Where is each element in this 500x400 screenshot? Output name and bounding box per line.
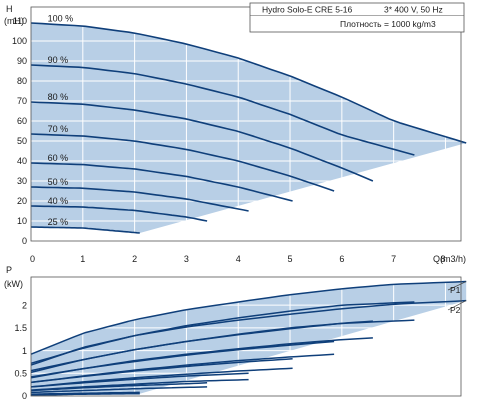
head-x-tick-label: 7 — [391, 254, 396, 264]
power-curve-p1-80pct — [30, 320, 373, 372]
legend-label-p2: P2 — [450, 305, 461, 315]
power-y-axis-name: P — [6, 265, 12, 275]
power-operating-area-fill — [31, 281, 467, 396]
power-curve-p2-25pct — [30, 392, 140, 396]
head-y-tick-label: 100 — [12, 36, 27, 46]
head-curve-80pct — [30, 101, 374, 182]
chart-title: Hydro Solo-E CRE 5-16 — [262, 5, 353, 15]
power-curve-p2-50pct — [30, 378, 249, 391]
head-x-tick-label: 8 — [440, 254, 445, 264]
power-plot-frame — [30, 276, 462, 397]
density-note: Плотность = 1000 kg/m3 — [340, 19, 436, 29]
legend-leader-p2 — [447, 300, 467, 311]
head-curve-label: 60 % — [48, 153, 69, 163]
power-curve-p1-25pct — [30, 391, 140, 395]
head-x-tick-labels: 0 1 2 3 4 5 6 7 8 — [30, 254, 445, 264]
head-curve-label: 100 % — [48, 13, 74, 23]
power-curve-p1-90pct — [30, 301, 415, 365]
power-curve-p1-70pct — [30, 340, 335, 378]
power-curve-p1-60pct — [30, 358, 293, 384]
power-y-axis-unit: (kW) — [4, 279, 23, 289]
chart-subtitle: 3* 400 V, 50 Hz — [384, 5, 443, 15]
head-y-tick-label: 0 — [22, 236, 27, 246]
head-curve-40pct — [30, 205, 208, 222]
head-y-tick-label: 50 — [17, 136, 27, 146]
head-x-tick-label: 2 — [132, 254, 137, 264]
info-box-frame — [249, 2, 465, 33]
head-curve-label: 40 % — [48, 196, 69, 206]
head-y-tick-label: 30 — [17, 176, 27, 186]
head-curves — [30, 22, 467, 234]
head-y-tick-label: 40 — [17, 156, 27, 166]
power-curve-p1-50pct — [30, 372, 249, 388]
head-x-tick-label: 5 — [288, 254, 293, 264]
power-curve-p2-60pct — [30, 367, 293, 388]
head-curve-60pct — [30, 162, 293, 202]
head-curve-label: 70 % — [48, 124, 69, 134]
head-x-tick-label: 3 — [184, 254, 189, 264]
head-y-tick-label: 110 — [13, 16, 27, 26]
power-y-tick-label: 1.5 — [14, 323, 27, 333]
head-curve-50pct — [30, 186, 249, 212]
head-y-tick-label: 10 — [17, 216, 27, 226]
power-chart: 0 0.5 1 1.5 2 P1 P2 P (kW) — [4, 265, 467, 400]
head-y-tick-label: 80 — [17, 76, 27, 86]
head-curve-100pct — [30, 22, 467, 144]
power-y-tick-label: 1 — [22, 346, 27, 356]
head-y-tick-label: 20 — [17, 196, 27, 206]
head-curve-label: 50 % — [48, 177, 69, 187]
head-plot-frame — [30, 6, 462, 242]
power-y-tick-label: 0.5 — [14, 368, 27, 378]
head-y-tick-label: 60 — [17, 116, 27, 126]
power-operating-area — [31, 281, 467, 396]
head-curve-label: 25 % — [48, 217, 69, 227]
chart-info-box: Hydro Solo-E CRE 5-16 3* 400 V, 50 Hz Пл… — [249, 2, 465, 33]
head-y-axis-unit: (mH) — [4, 16, 24, 26]
head-y-tick-label: 70 — [17, 96, 27, 106]
head-curve-25pct — [30, 226, 140, 234]
power-legend: P1 P2 — [447, 281, 467, 315]
power-curves — [30, 280, 467, 396]
head-curve-label: 80 % — [48, 92, 69, 102]
head-curve-70pct — [30, 133, 335, 192]
legend-leader-p1 — [447, 281, 467, 291]
head-curve-label: 90 % — [48, 55, 69, 65]
legend-label-p1: P1 — [450, 285, 461, 295]
head-x-tick-label: 1 — [80, 254, 85, 264]
power-y-tick-label: 2 — [22, 300, 27, 310]
head-curve-labels: 100 % 90 % 80 % 70 % 60 % 50 % 40 % 25 % — [48, 13, 74, 226]
head-curve-90pct — [30, 64, 415, 156]
head-chart: 100 %90 %80 %70 %60 %50 %40 %25 % 010203… — [4, 2, 467, 264]
head-x-tick-label: 4 — [236, 254, 241, 264]
head-x-axis-label: Q(m3/h) — [433, 254, 466, 264]
head-x-tick-label: 0 — [30, 254, 35, 264]
head-y-tick-label: 90 — [17, 56, 27, 66]
power-y-tick-label: 0 — [22, 391, 27, 400]
power-y-tick-labels: 0 0.5 1 1.5 2 — [14, 300, 27, 400]
power-curve-p1-100pct — [30, 280, 467, 355]
head-y-tick-labels: 0 10 20 30 40 50 60 70 80 90 100 110 — [12, 16, 27, 246]
head-x-tick-label: 6 — [339, 254, 344, 264]
power-curve-p1-40pct — [30, 382, 208, 392]
power-curve-p2-40pct — [30, 386, 208, 394]
head-y-axis-name: H — [6, 4, 13, 14]
